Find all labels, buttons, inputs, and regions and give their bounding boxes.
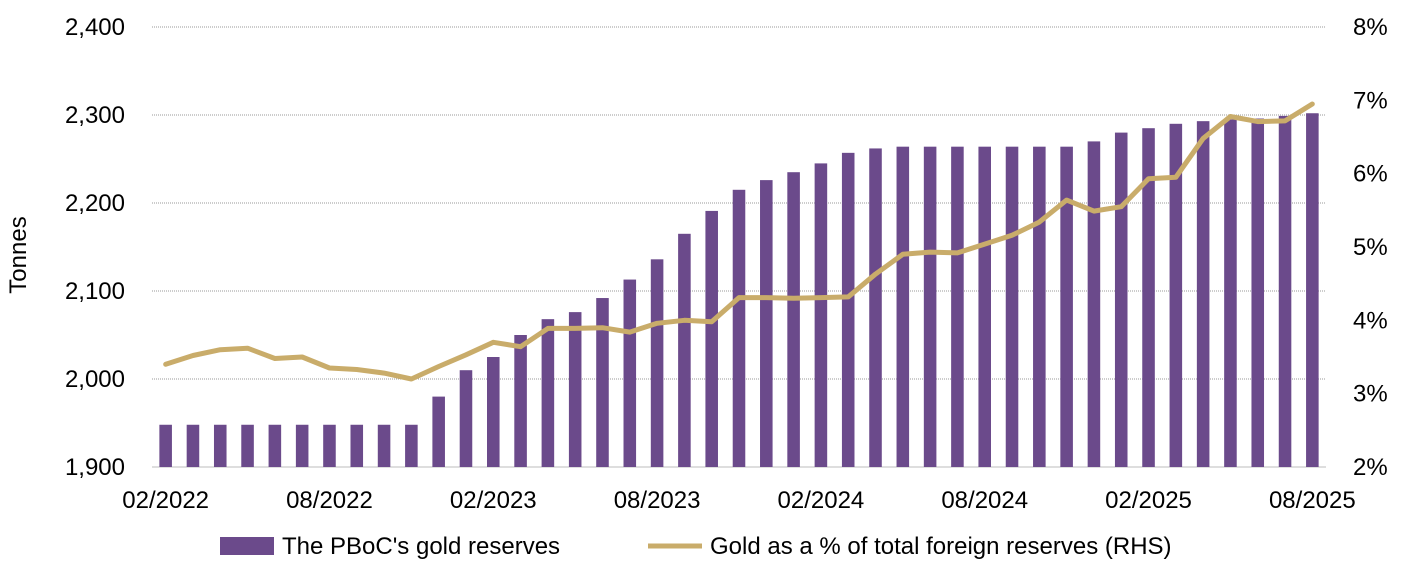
bar xyxy=(1142,128,1155,467)
bar xyxy=(869,148,882,467)
x-tick-label: 02/2025 xyxy=(1105,487,1192,514)
bar xyxy=(1005,146,1019,467)
bar xyxy=(1169,123,1183,468)
bar xyxy=(514,335,527,467)
line-series-path xyxy=(163,101,1315,382)
bar xyxy=(650,259,664,467)
bar xyxy=(1060,146,1073,467)
bar xyxy=(432,396,445,467)
x-tick-label: 02/2022 xyxy=(122,487,209,514)
bar xyxy=(350,424,364,467)
bar xyxy=(213,424,227,467)
y2-tick-label: 3% xyxy=(1353,381,1388,408)
bar xyxy=(295,424,309,467)
x-tick-label: 08/2025 xyxy=(1269,487,1356,514)
bar xyxy=(541,319,555,467)
y-tick-label: 2,300 xyxy=(65,102,125,129)
bar xyxy=(596,298,609,467)
x-tick-label: 08/2024 xyxy=(941,487,1028,514)
legend: The PBoC's gold reserves Gold as a % of … xyxy=(220,533,1172,560)
x-tick-label: 08/2022 xyxy=(286,487,373,514)
x-axis: 02/2022 08/2022 02/2023 08/2023 02/2024 08/20… xyxy=(122,487,1355,514)
bar xyxy=(678,233,691,467)
bar xyxy=(1224,119,1237,468)
bar xyxy=(951,146,964,467)
bar xyxy=(1251,118,1265,468)
y-axis-right: 2% 3% 4% 5% 6% 7% 8% xyxy=(1353,14,1388,481)
bar xyxy=(323,424,336,467)
y-axis-left: 1,900 2,000 2,100 2,200 2,300 2,400 xyxy=(65,14,125,481)
bar xyxy=(1306,113,1319,468)
y2-tick-label: 8% xyxy=(1353,14,1388,41)
bar xyxy=(623,279,637,467)
y2-tick-label: 6% xyxy=(1353,161,1388,188)
bar xyxy=(241,424,254,467)
bar xyxy=(486,357,500,467)
bar xyxy=(1087,141,1101,467)
x-tick-label: 02/2024 xyxy=(778,487,865,514)
bar xyxy=(1278,115,1292,467)
y2-tick-label: 7% xyxy=(1353,87,1388,114)
bar xyxy=(814,163,828,467)
legend-label-bars: The PBoC's gold reserves xyxy=(282,533,560,560)
x-tick-label: 08/2023 xyxy=(614,487,701,514)
bar xyxy=(841,152,855,467)
bar xyxy=(459,370,473,467)
y2-tick-label: 5% xyxy=(1353,234,1388,261)
bar xyxy=(405,424,418,467)
bar xyxy=(787,172,800,467)
y-axis-title: Tonnes xyxy=(5,216,32,293)
bar xyxy=(732,189,746,468)
bar xyxy=(705,210,718,468)
x-tick-label: 02/2023 xyxy=(450,487,537,514)
bar xyxy=(896,146,910,467)
bar xyxy=(923,146,937,467)
bar-series xyxy=(159,113,1319,468)
y-tick-label: 2,100 xyxy=(65,278,125,305)
bar xyxy=(186,424,200,467)
y-tick-label: 2,400 xyxy=(65,14,125,41)
y-tick-label: 2,000 xyxy=(65,366,125,393)
bar xyxy=(159,424,172,467)
y-tick-label: 1,900 xyxy=(65,454,125,481)
bar xyxy=(978,146,992,467)
bar xyxy=(268,424,282,467)
bar xyxy=(760,180,773,467)
bar xyxy=(377,424,391,467)
line-series xyxy=(163,101,1315,382)
bar xyxy=(1114,132,1128,467)
legend-swatch-bars xyxy=(220,537,274,555)
y-tick-label: 2,200 xyxy=(65,190,125,217)
legend-label-line: Gold as a % of total foreign reserves (R… xyxy=(710,533,1172,560)
bar xyxy=(568,312,582,467)
bar xyxy=(1033,146,1046,467)
y2-tick-label: 4% xyxy=(1353,307,1388,334)
bar xyxy=(1196,121,1210,467)
y2-tick-label: 2% xyxy=(1353,454,1388,481)
